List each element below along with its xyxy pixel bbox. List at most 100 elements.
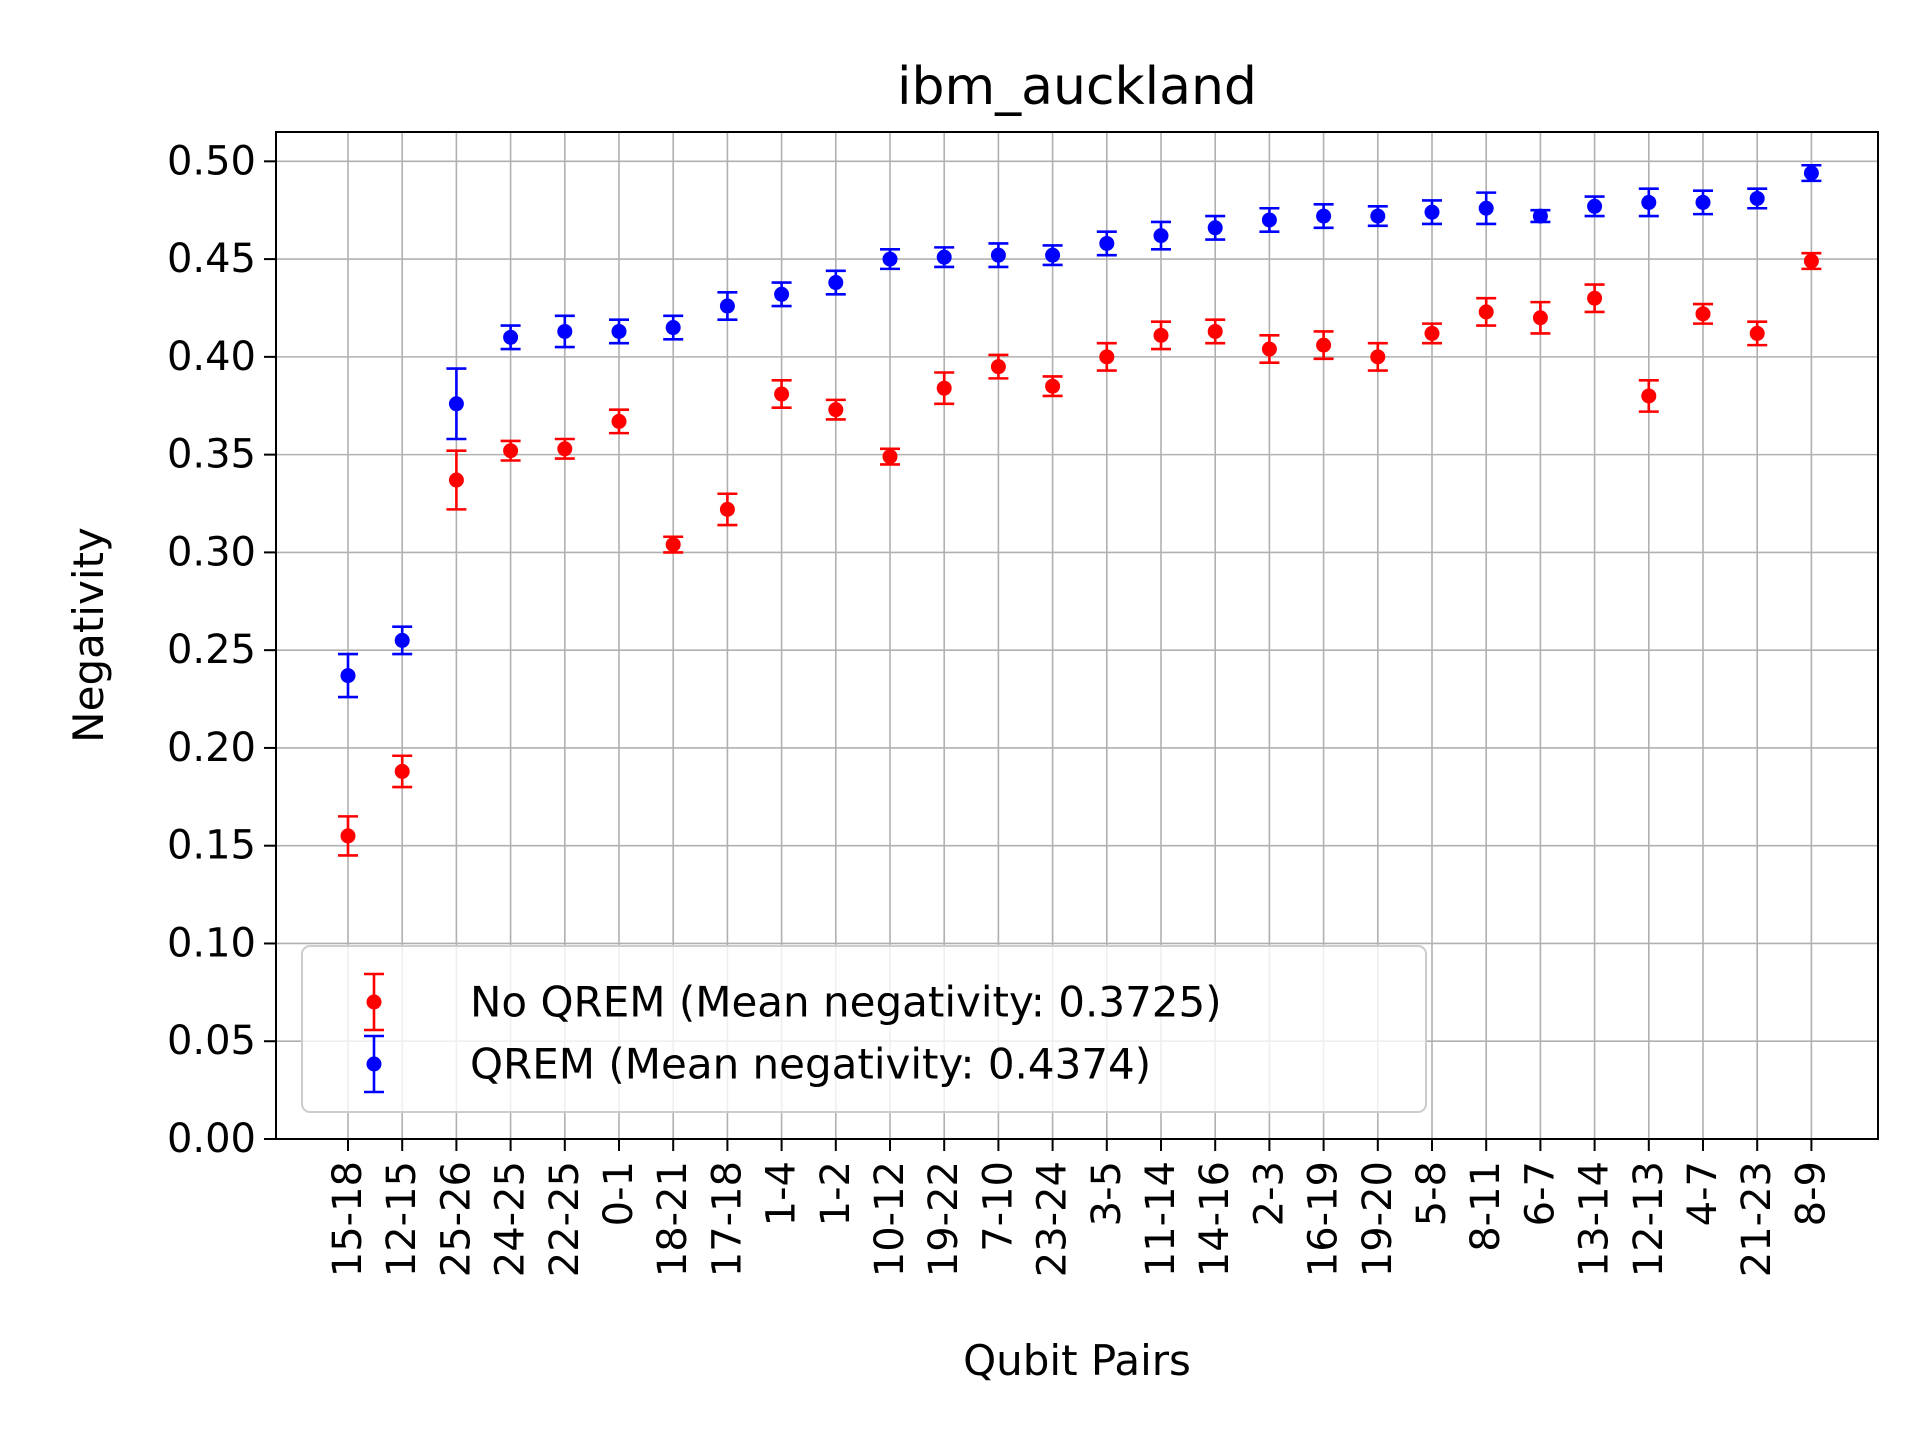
x-tick-label-10-12: 10-12 <box>867 1161 913 1277</box>
y-tick-label-4: 0.20 <box>167 725 256 771</box>
series-layer <box>338 163 1822 857</box>
point-0-8-11 <box>1478 304 1494 320</box>
x-tick-label-3-5: 3-5 <box>1084 1161 1130 1226</box>
point-0-1-4 <box>774 386 790 402</box>
point-1-14-16 <box>1207 220 1223 236</box>
legend-marker-0 <box>366 994 382 1010</box>
x-tick-label-23-24: 23-24 <box>1030 1161 1076 1277</box>
point-0-8-9 <box>1803 253 1819 269</box>
point-0-16-19 <box>1316 337 1332 353</box>
point-1-0-1 <box>611 323 627 339</box>
point-1-15-18 <box>340 668 356 684</box>
x-tick-label-11-14: 11-14 <box>1138 1161 1184 1277</box>
x-tick-label-1-4: 1-4 <box>759 1161 805 1226</box>
point-0-11-14 <box>1153 327 1169 343</box>
point-1-19-20 <box>1370 208 1386 224</box>
point-0-6-7 <box>1532 310 1548 326</box>
point-1-10-12 <box>882 251 898 267</box>
x-tick-label-8-11: 8-11 <box>1463 1161 1509 1252</box>
x-tick-label-17-18: 17-18 <box>704 1161 750 1277</box>
x-tick-label-1-2: 1-2 <box>813 1161 859 1226</box>
point-0-19-22 <box>936 380 952 396</box>
x-tick-label-19-22: 19-22 <box>921 1161 967 1277</box>
point-1-19-22 <box>936 249 952 265</box>
point-1-1-2 <box>828 275 844 291</box>
legend-box <box>301 945 1427 1113</box>
plot-frame <box>275 131 1879 1140</box>
x-tick-label-6-7: 6-7 <box>1517 1161 1563 1226</box>
x-tick-label-4-7: 4-7 <box>1680 1161 1726 1226</box>
x-tick-label-14-16: 14-16 <box>1192 1161 1238 1277</box>
x-tick-label-18-21: 18-21 <box>650 1161 696 1277</box>
legend: No QREM (Mean negativity: 0.3725) QREM (… <box>301 945 1427 1113</box>
point-0-0-1 <box>611 413 627 429</box>
series-1 <box>338 163 1822 699</box>
x-tick-label-2-3: 2-3 <box>1246 1161 1292 1226</box>
y-tick-label-10: 0.50 <box>167 138 256 184</box>
x-tick-label-21-23: 21-23 <box>1734 1161 1780 1277</box>
point-1-2-3 <box>1261 212 1277 228</box>
point-0-22-25 <box>557 441 573 457</box>
point-1-25-26 <box>448 396 464 412</box>
point-1-11-14 <box>1153 228 1169 244</box>
point-0-19-20 <box>1370 349 1386 365</box>
point-0-21-23 <box>1749 325 1765 341</box>
point-1-8-11 <box>1478 200 1494 216</box>
point-1-22-25 <box>557 323 573 339</box>
y-tick-label-0: 0.00 <box>167 1116 256 1162</box>
point-0-1-2 <box>828 402 844 418</box>
point-0-17-18 <box>719 501 735 517</box>
x-tick-label-0-1: 0-1 <box>596 1161 642 1226</box>
y-tick-label-6: 0.30 <box>167 529 256 575</box>
x-tick-label-12-13: 12-13 <box>1626 1161 1672 1277</box>
y-tick-label-3: 0.15 <box>167 823 256 869</box>
point-0-2-3 <box>1261 341 1277 357</box>
point-0-5-8 <box>1424 325 1440 341</box>
x-tick-label-24-25: 24-25 <box>488 1161 534 1277</box>
point-1-18-21 <box>665 320 681 336</box>
x-axis-ticks: 15-18 12-15 25-26 24-25 22-25 0-1 18-21 17-18 1-… <box>325 1139 1834 1277</box>
point-0-4-7 <box>1695 306 1711 322</box>
legend-entry-qrem: QREM (Mean negativity: 0.4374) <box>364 1034 1151 1094</box>
y-tick-label-7: 0.35 <box>167 432 256 478</box>
x-axis-label: Qubit Pairs <box>963 1336 1191 1385</box>
y-tick-label-5: 0.25 <box>167 627 256 673</box>
point-0-12-15 <box>394 763 410 779</box>
x-tick-label-19-20: 19-20 <box>1355 1161 1401 1277</box>
point-0-14-16 <box>1207 323 1223 339</box>
point-1-5-8 <box>1424 204 1440 220</box>
point-0-13-14 <box>1587 290 1603 306</box>
point-1-13-14 <box>1587 198 1603 214</box>
point-0-10-12 <box>882 449 898 465</box>
series-0 <box>338 251 1822 857</box>
legend-label-qrem: QREM (Mean negativity: 0.4374) <box>470 1040 1151 1089</box>
point-1-4-7 <box>1695 194 1711 210</box>
x-tick-label-25-26: 25-26 <box>433 1161 479 1277</box>
x-tick-label-15-18: 15-18 <box>325 1161 371 1277</box>
point-0-24-25 <box>503 443 519 459</box>
point-1-16-19 <box>1316 208 1332 224</box>
point-1-1-4 <box>774 286 790 302</box>
legend-entry-no-qrem: No QREM (Mean negativity: 0.3725) <box>364 972 1222 1032</box>
y-tick-label-1: 0.05 <box>167 1018 256 1064</box>
legend-label-no-qrem: No QREM (Mean negativity: 0.3725) <box>470 978 1222 1027</box>
y-axis-ticks: 0.00 0.05 0.10 0.15 0.20 0.25 0.30 0.35 0.40 0.45… <box>167 138 276 1162</box>
point-1-12-15 <box>394 632 410 648</box>
point-1-3-5 <box>1099 235 1115 251</box>
point-1-12-13 <box>1641 194 1657 210</box>
point-1-21-23 <box>1749 190 1765 206</box>
point-1-6-7 <box>1532 208 1548 224</box>
point-1-7-10 <box>990 247 1006 263</box>
point-1-8-9 <box>1803 165 1819 181</box>
point-0-23-24 <box>1045 378 1061 394</box>
y-tick-label-2: 0.10 <box>167 920 256 966</box>
point-0-15-18 <box>340 828 356 844</box>
point-1-23-24 <box>1045 247 1061 263</box>
x-tick-label-5-8: 5-8 <box>1409 1161 1455 1226</box>
point-1-17-18 <box>719 298 735 314</box>
point-0-25-26 <box>448 472 464 488</box>
y-tick-label-9: 0.45 <box>167 236 256 282</box>
x-tick-label-12-15: 12-15 <box>379 1161 425 1277</box>
